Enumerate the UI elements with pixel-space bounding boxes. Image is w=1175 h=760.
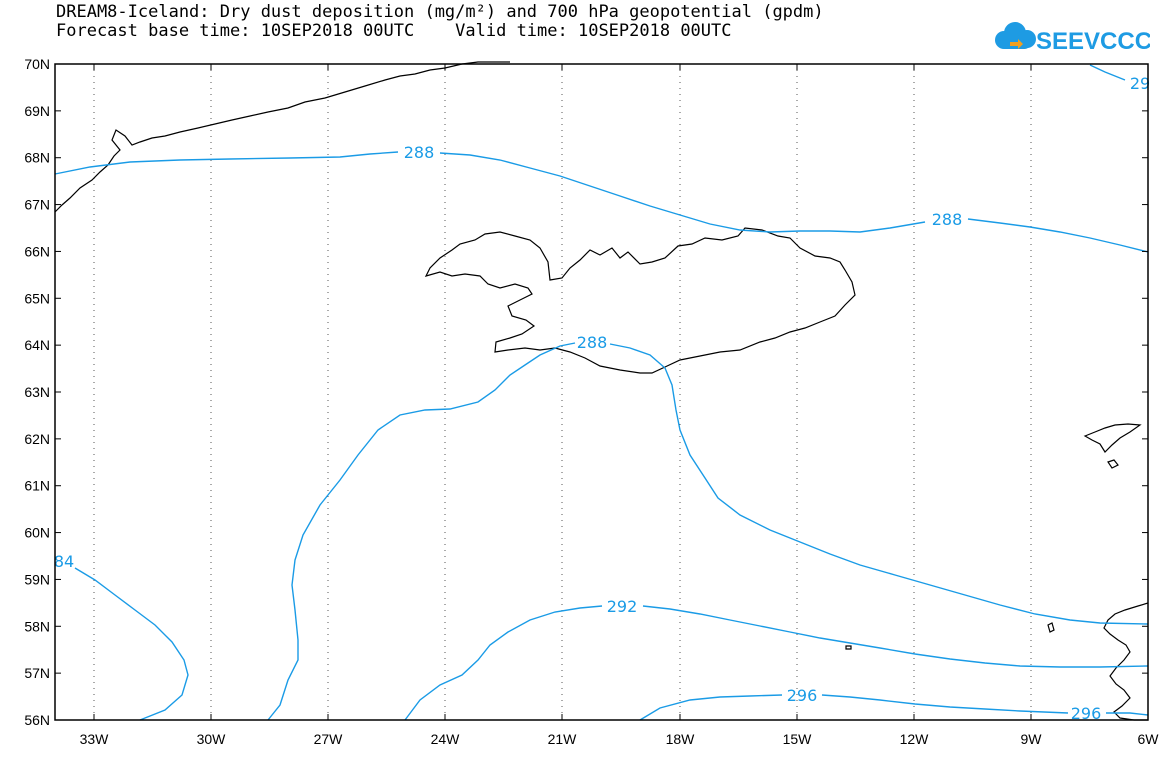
map-title: DREAM8-Iceland: Dry dust deposition (mg/… bbox=[56, 2, 824, 22]
longitude-label: 15W bbox=[783, 731, 813, 747]
contour-line-284 bbox=[74, 567, 189, 721]
contour-label: 292 bbox=[607, 597, 638, 616]
latitude-label: 63N bbox=[24, 384, 50, 400]
contour-label: 29 bbox=[1130, 74, 1150, 93]
longitude-label: 21W bbox=[548, 731, 578, 747]
axis-ticks bbox=[55, 63, 1149, 721]
greenland-coastline bbox=[54, 61, 510, 213]
seevccc-logo: SEEVCCC bbox=[995, 22, 1150, 54]
rockall-islet bbox=[845, 645, 852, 650]
latitude-label: 62N bbox=[24, 431, 50, 447]
longitude-label: 6W bbox=[1138, 731, 1160, 747]
contour-line-288-south bbox=[267, 342, 1149, 721]
contour-line-292-corner bbox=[1089, 64, 1126, 81]
contour-line-292 bbox=[404, 605, 1149, 721]
contour-label: 296 bbox=[1071, 704, 1102, 723]
longitude-label: 33W bbox=[80, 731, 110, 747]
contour-label: 84 bbox=[54, 552, 74, 571]
latitude-label: 66N bbox=[24, 243, 50, 259]
latitude-label: 58N bbox=[24, 618, 50, 634]
gridlines bbox=[93, 64, 1032, 720]
scotland-islet bbox=[1047, 622, 1055, 633]
faroe-islet bbox=[1107, 459, 1119, 469]
forecast-time-subtitle: Forecast base time: 10SEP2018 00UTC Vali… bbox=[56, 21, 732, 41]
latitude-labels: 70N 69N 68N 67N 66N 65N 64N 63N 62N 61N 60N 59N 58N 5… bbox=[24, 56, 50, 728]
latitude-label: 68N bbox=[24, 150, 50, 166]
longitude-label: 24W bbox=[431, 731, 461, 747]
plot-border bbox=[54, 63, 1149, 721]
contour-line-296 bbox=[639, 694, 1149, 721]
arrow-icon bbox=[1010, 39, 1023, 49]
contour-label: 288 bbox=[577, 333, 608, 352]
iceland-coastline bbox=[424, 227, 856, 374]
latitude-label: 56N bbox=[24, 712, 50, 728]
longitude-label: 18W bbox=[666, 731, 696, 747]
latitude-label: 59N bbox=[24, 571, 50, 587]
contour-label: 288 bbox=[404, 143, 435, 162]
longitude-label: 30W bbox=[197, 731, 227, 747]
longitude-label: 27W bbox=[314, 731, 344, 747]
latitude-label: 70N bbox=[24, 56, 50, 72]
latitude-label: 67N bbox=[24, 197, 50, 213]
latitude-label: 64N bbox=[24, 337, 50, 353]
contour-label: 296 bbox=[787, 686, 818, 705]
coastlines bbox=[54, 61, 1149, 721]
contour-label: 288 bbox=[932, 210, 963, 229]
latitude-label: 57N bbox=[24, 665, 50, 681]
scotland-coastline bbox=[1103, 602, 1149, 721]
longitude-labels: 33W 30W 27W 24W 21W 18W 15W 12W 9W 6W bbox=[80, 731, 1160, 747]
faroe-coastline bbox=[1083, 423, 1142, 453]
contour-line-288-north bbox=[54, 151, 1149, 253]
geopotential-contours bbox=[54, 64, 1149, 721]
contour-labels: 288 288 288 292 296 296 84 29 bbox=[54, 74, 1150, 723]
latitude-label: 69N bbox=[24, 103, 50, 119]
latitude-label: 65N bbox=[24, 290, 50, 306]
latitude-label: 60N bbox=[24, 525, 50, 541]
longitude-label: 12W bbox=[900, 731, 930, 747]
longitude-label: 9W bbox=[1021, 731, 1043, 747]
latitude-label: 61N bbox=[24, 478, 50, 494]
logo-text: SEEVCCC bbox=[1036, 28, 1150, 54]
